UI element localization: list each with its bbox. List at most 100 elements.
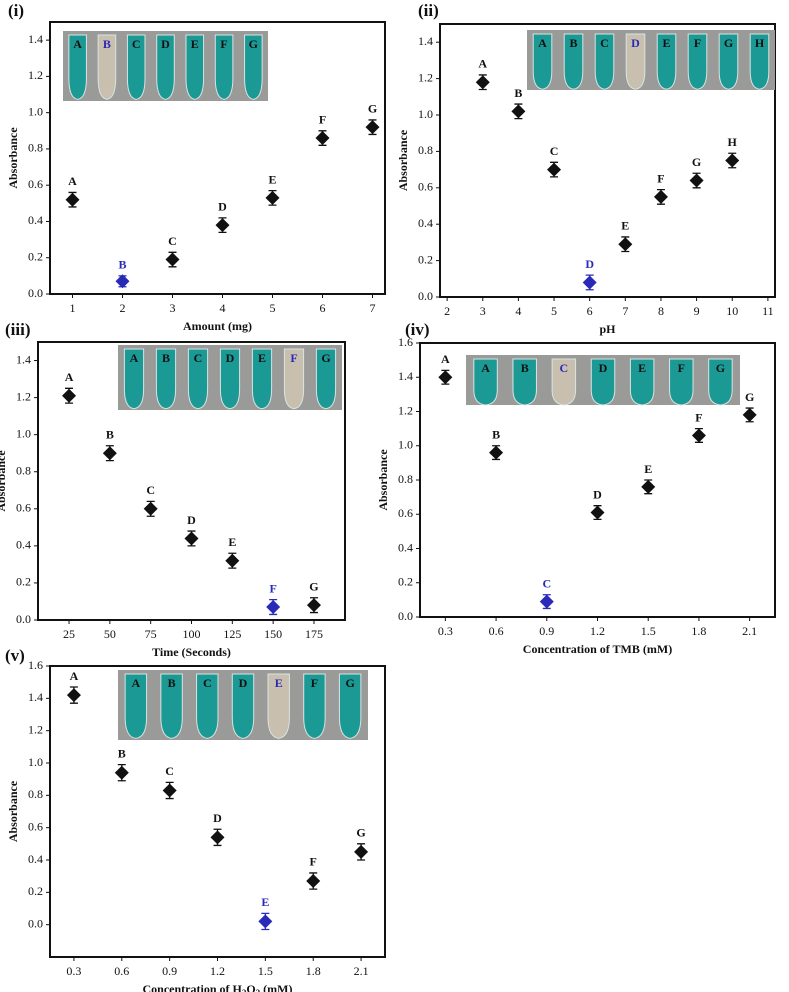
tube-label: C — [600, 36, 609, 50]
tube-label: F — [311, 676, 318, 690]
tube — [532, 33, 553, 90]
data-point — [114, 765, 129, 780]
x-tick-label: 7 — [370, 301, 376, 315]
x-tick-label: 9 — [694, 304, 700, 318]
point-label: B — [492, 428, 500, 442]
data-point — [691, 428, 706, 443]
y-tick-label: 0.6 — [16, 501, 31, 515]
data-point — [590, 505, 605, 520]
x-axis-label-part: Amount (mg) — [183, 319, 252, 333]
point-label: D — [213, 811, 222, 825]
tube — [160, 673, 183, 739]
x-tick-label: 125 — [223, 627, 241, 641]
tube-label: E — [191, 37, 199, 51]
y-tick-label: 0.2 — [398, 575, 413, 589]
data-point — [258, 914, 273, 929]
y-tick-label: 0.4 — [398, 540, 413, 554]
panel-label: (i) — [8, 1, 24, 20]
tube-label: C — [194, 351, 203, 365]
point-label: B — [118, 258, 126, 272]
x-tick-label: 75 — [145, 627, 157, 641]
point-label: G — [745, 390, 754, 404]
y-tick-label: 0.6 — [28, 819, 43, 833]
tube-label: D — [631, 36, 640, 50]
point-label: F — [657, 171, 664, 185]
data-point — [547, 162, 562, 177]
y-tick-label: 0.0 — [398, 609, 413, 623]
data-point — [215, 218, 230, 233]
x-tick-label: 50 — [104, 627, 116, 641]
tube — [749, 33, 770, 90]
y-tick-label: 1.2 — [28, 722, 43, 736]
tube-label: G — [249, 37, 258, 51]
y-tick-label: 0.4 — [28, 213, 43, 227]
tube — [267, 673, 290, 739]
data-point — [65, 192, 80, 207]
x-tick-label: 5 — [270, 301, 276, 315]
tube — [244, 34, 263, 100]
tube — [185, 34, 205, 100]
tube — [156, 34, 175, 100]
tube-label: B — [168, 676, 176, 690]
point-label: B — [118, 746, 126, 760]
y-tick-label: 0.4 — [16, 538, 31, 552]
x-tick-label: 8 — [658, 304, 664, 318]
tube-label: G — [724, 36, 733, 50]
y-tick-label: 1.4 — [398, 369, 413, 383]
tube-label: D — [599, 361, 608, 375]
point-label: G — [309, 580, 318, 594]
tube-label: E — [275, 676, 283, 690]
x-tick-label: 25 — [63, 627, 75, 641]
data-point — [618, 237, 633, 252]
tube-label: G — [716, 361, 725, 375]
tube-label: B — [569, 36, 577, 50]
data-point — [582, 275, 597, 290]
x-tick-label: 5 — [551, 304, 557, 318]
y-tick-label: 1.4 — [16, 352, 31, 366]
x-tick-label: 4 — [220, 301, 226, 315]
tube — [338, 673, 362, 739]
x-tick-label: 1 — [70, 301, 76, 315]
x-tick-label: 4 — [515, 304, 521, 318]
y-tick-label: 0.8 — [16, 463, 31, 477]
x-tick-label: 2.1 — [742, 624, 757, 638]
point-label: C — [550, 144, 559, 158]
point-label: B — [106, 428, 114, 442]
data-point — [475, 75, 490, 90]
y-tick-label: 1.2 — [398, 403, 413, 417]
y-tick-label: 1.0 — [28, 104, 43, 118]
tube — [124, 673, 148, 739]
tube — [315, 348, 337, 410]
data-point — [641, 479, 656, 494]
y-tick-label: 0.8 — [418, 143, 433, 157]
point-label: G — [692, 155, 701, 169]
tube-label: A — [130, 351, 139, 365]
tube-label: G — [321, 351, 330, 365]
tube-label: A — [538, 36, 547, 50]
y-tick-label: 0.0 — [28, 286, 43, 300]
y-tick-label: 1.2 — [28, 68, 43, 82]
point-label: G — [356, 826, 365, 840]
tube — [669, 358, 694, 406]
point-label: D — [585, 257, 594, 271]
tube — [718, 33, 739, 90]
x-axis-label: Time (Seconds) — [152, 645, 231, 659]
tube — [196, 673, 219, 739]
y-axis-label: Absorbance — [0, 450, 8, 512]
plot-frame — [49, 21, 386, 295]
data-point — [511, 104, 526, 119]
x-axis-label: Concentration of H2O2 (mM) — [143, 982, 293, 992]
x-tick-label: 3 — [170, 301, 176, 315]
tube-label: B — [521, 361, 529, 375]
point-label: E — [261, 895, 269, 909]
x-axis-label-part: O — [246, 982, 255, 992]
point-label: F — [269, 581, 276, 595]
x-tick-label: 150 — [264, 627, 282, 641]
tube — [97, 34, 117, 100]
data-point — [210, 830, 225, 845]
y-tick-label: 0.2 — [28, 884, 43, 898]
point-label: D — [593, 487, 602, 501]
data-point — [66, 688, 81, 703]
data-point — [165, 252, 180, 267]
data-point — [653, 189, 668, 204]
